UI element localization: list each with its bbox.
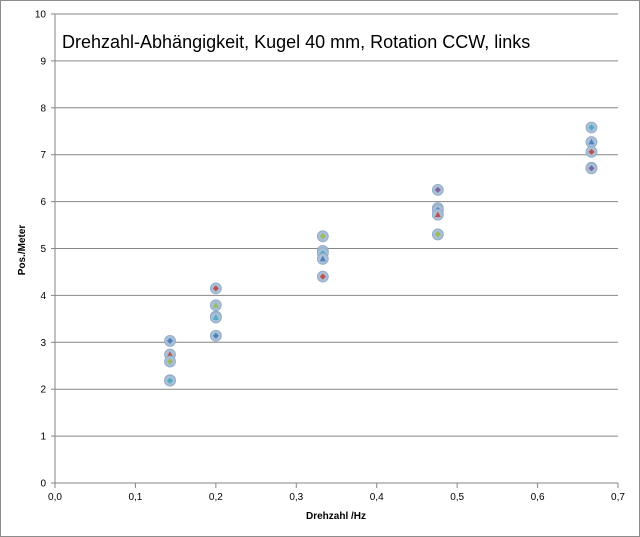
- data-point: [431, 183, 444, 196]
- data-point: [431, 228, 444, 241]
- x-tick-label: 0,0: [48, 492, 62, 503]
- y-tick-label: 4: [40, 291, 46, 302]
- data-point: [431, 208, 444, 221]
- data-point: [316, 270, 329, 283]
- data-points: [164, 121, 598, 387]
- data-point: [164, 334, 176, 347]
- y-tick-label: 7: [40, 150, 46, 161]
- data-point: [585, 145, 598, 158]
- y-tick-label: 1: [40, 432, 46, 443]
- x-tick-label: 0,3: [289, 492, 303, 503]
- data-point: [209, 329, 222, 342]
- data-point: [209, 282, 222, 295]
- data-point: [164, 355, 176, 368]
- y-tick-label: 3: [40, 338, 46, 349]
- grid-lines: [55, 13, 618, 437]
- data-point: [585, 162, 598, 175]
- data-point: [316, 230, 329, 243]
- y-tick-label: 5: [40, 244, 46, 255]
- data-point: [585, 121, 598, 134]
- y-tick-label: 0: [40, 479, 46, 490]
- x-tick-label: 0,4: [370, 492, 384, 503]
- data-point: [164, 374, 176, 387]
- chart-title: Drehzahl-Abhängigkeit, Kugel 40 mm, Rota…: [62, 32, 530, 52]
- y-tick-labels: 0 1 2 3 4 5 6 7 8 9 10: [35, 10, 47, 490]
- axes: [51, 13, 619, 488]
- x-tick-label: 0,6: [531, 492, 545, 503]
- y-tick-label: 10: [35, 10, 47, 21]
- x-tick-label: 0,2: [209, 492, 223, 503]
- x-tick-label: 0,1: [128, 492, 142, 503]
- x-tick-label: 0,5: [450, 492, 464, 503]
- x-axis-label: Drehzahl /Hz: [306, 511, 366, 522]
- data-point: [316, 252, 329, 265]
- x-tick-labels: 0,0 0,1 0,2 0,3 0,4 0,5 0,6 0,7: [48, 492, 625, 503]
- y-tick-label: 2: [40, 385, 46, 396]
- y-tick-label: 6: [40, 197, 46, 208]
- y-tick-label: 9: [40, 56, 46, 67]
- data-point: [209, 299, 222, 312]
- x-tick-label: 0,7: [611, 492, 625, 503]
- data-point: [585, 136, 598, 148]
- y-tick-label: 8: [40, 103, 46, 114]
- y-axis-label: Pos./Meter: [17, 225, 28, 276]
- data-point: [209, 311, 222, 324]
